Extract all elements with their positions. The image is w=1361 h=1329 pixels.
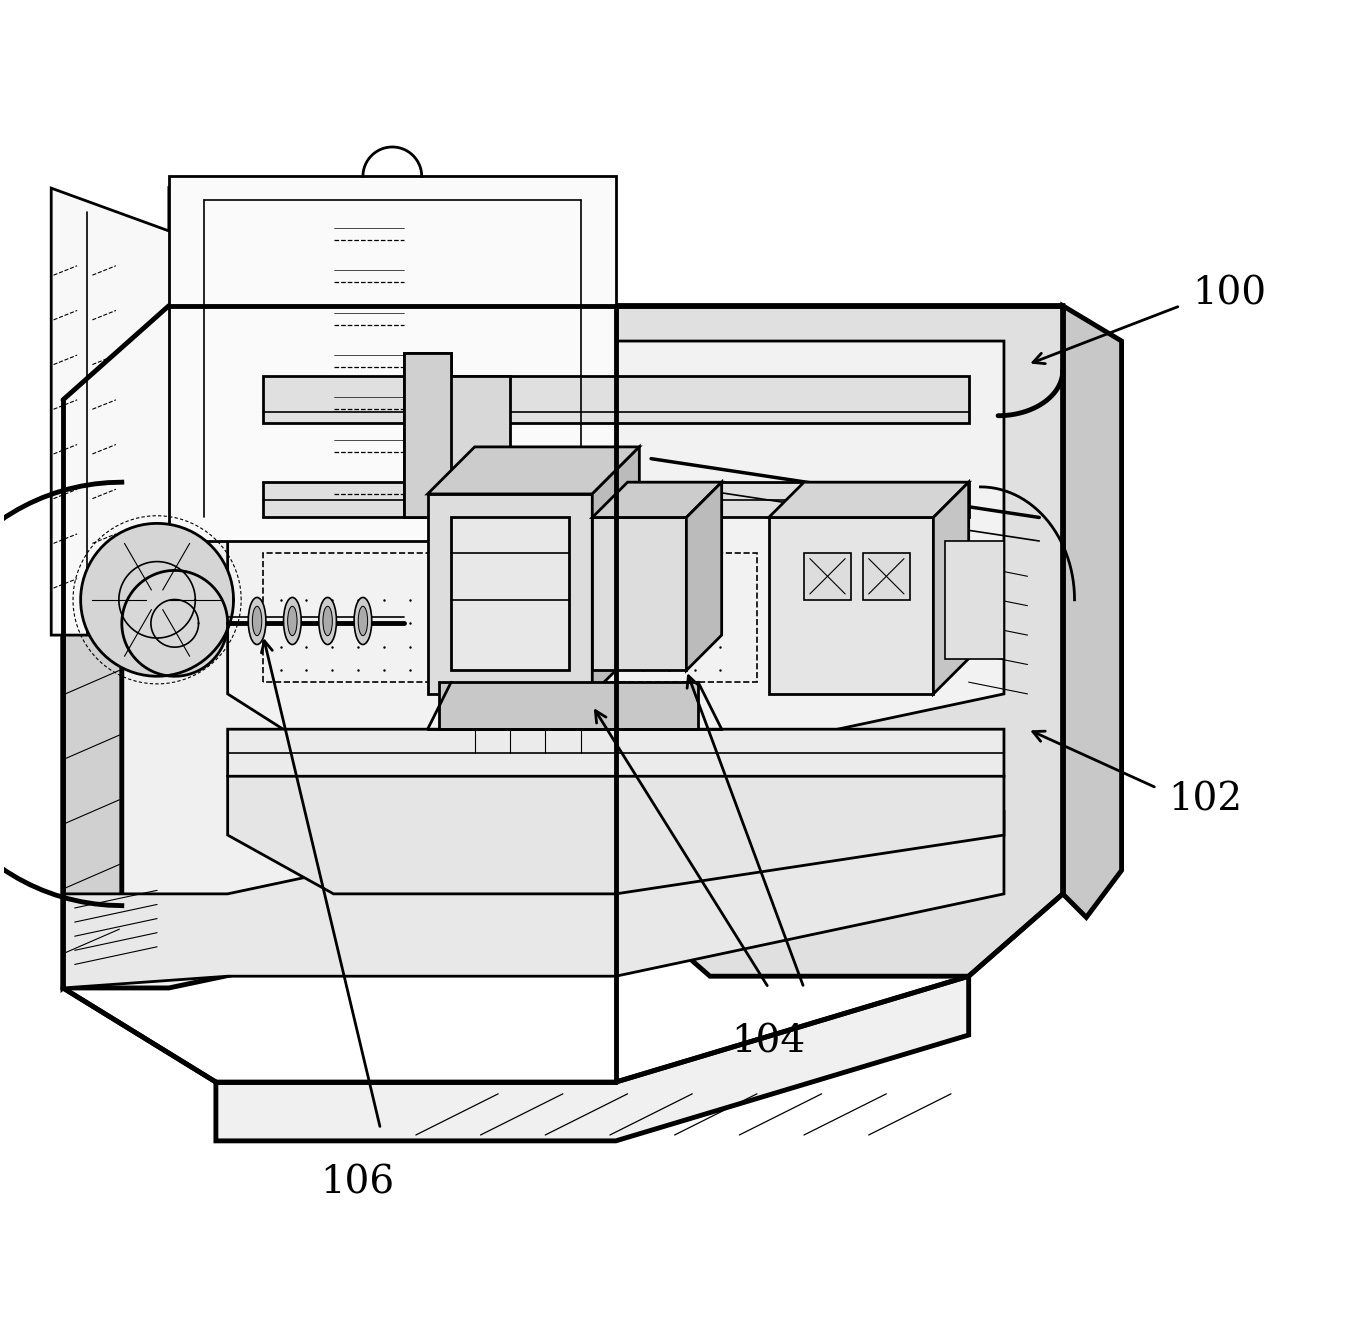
Polygon shape [769, 482, 969, 517]
Polygon shape [1063, 306, 1121, 917]
Polygon shape [63, 812, 1004, 987]
Text: 102: 102 [1169, 781, 1243, 819]
Polygon shape [63, 306, 1063, 400]
Polygon shape [216, 977, 969, 1140]
Polygon shape [427, 494, 592, 694]
Text: 104: 104 [732, 1023, 806, 1061]
Polygon shape [686, 482, 721, 670]
Polygon shape [404, 352, 510, 517]
Ellipse shape [354, 598, 372, 645]
Polygon shape [227, 730, 1004, 835]
Ellipse shape [248, 598, 265, 645]
Ellipse shape [323, 606, 332, 635]
Polygon shape [440, 682, 698, 730]
Polygon shape [615, 306, 1063, 977]
Polygon shape [169, 189, 252, 306]
Polygon shape [427, 447, 640, 494]
Text: 100: 100 [1192, 275, 1266, 312]
Polygon shape [592, 482, 721, 517]
Ellipse shape [318, 598, 336, 645]
Polygon shape [863, 553, 911, 599]
Ellipse shape [358, 606, 367, 635]
Polygon shape [122, 570, 227, 676]
Polygon shape [63, 352, 121, 987]
Ellipse shape [252, 606, 261, 635]
Polygon shape [934, 482, 969, 694]
Polygon shape [945, 541, 1004, 659]
Ellipse shape [283, 598, 301, 645]
Polygon shape [404, 352, 450, 517]
Polygon shape [450, 189, 546, 306]
Polygon shape [804, 553, 851, 599]
Polygon shape [769, 517, 934, 694]
Polygon shape [227, 342, 1004, 776]
Polygon shape [227, 776, 1004, 894]
Polygon shape [52, 189, 181, 635]
Polygon shape [263, 376, 969, 424]
Polygon shape [263, 482, 969, 517]
Polygon shape [592, 517, 686, 670]
Polygon shape [592, 447, 640, 694]
Ellipse shape [287, 606, 297, 635]
Polygon shape [80, 524, 234, 676]
Text: 106: 106 [320, 1164, 395, 1201]
Polygon shape [63, 306, 615, 987]
Polygon shape [450, 517, 569, 670]
Polygon shape [169, 177, 615, 541]
